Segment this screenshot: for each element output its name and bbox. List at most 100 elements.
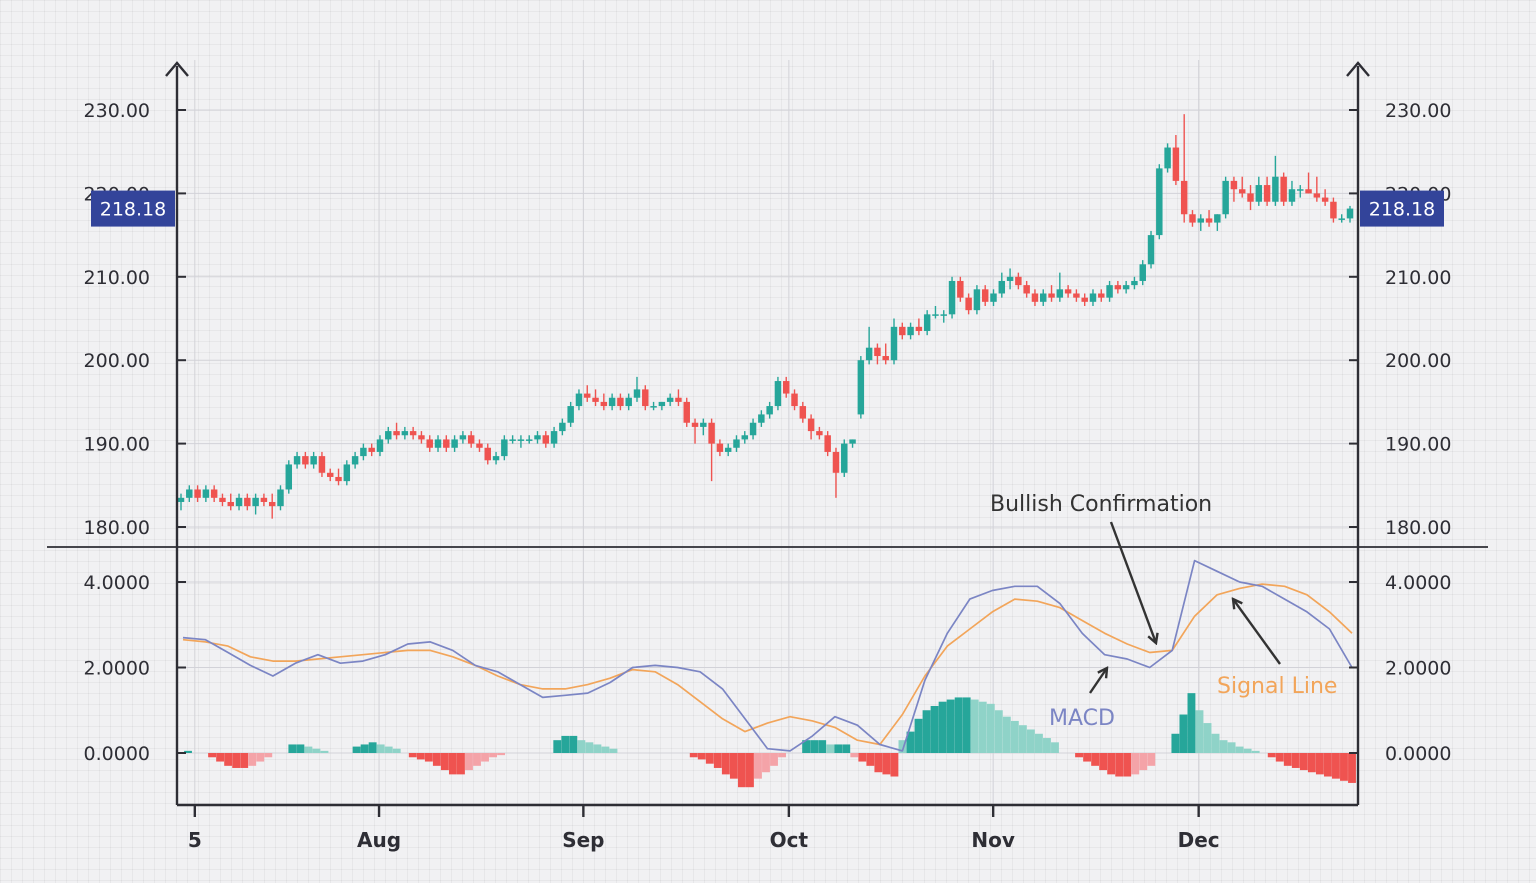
candle-body: [567, 406, 574, 423]
y-tick-label-right: 230.00: [1385, 100, 1451, 122]
histogram-bar: [1307, 753, 1316, 773]
candle-body: [1131, 280, 1138, 286]
histogram-bar: [1332, 753, 1340, 779]
y-tick-label-left: 180.00: [84, 517, 150, 539]
histogram-bar: [473, 753, 481, 766]
candle-body: [418, 435, 425, 440]
candle-body: [343, 464, 351, 482]
histogram-bar: [288, 744, 297, 753]
histogram-bar: [729, 753, 738, 779]
histogram-bar: [1275, 753, 1284, 762]
candle-body: [467, 435, 475, 444]
histogram-bar: [1107, 753, 1116, 775]
macd-arrow: [1089, 668, 1107, 694]
histogram-bar: [224, 753, 233, 766]
candle-body: [841, 443, 848, 473]
candle-body: [476, 443, 483, 448]
histogram-bar: [352, 746, 361, 753]
histogram-bar: [745, 753, 754, 788]
signal-arrow: [1233, 599, 1281, 665]
candle-body: [525, 439, 533, 441]
left-axis-arrow: [165, 61, 189, 77]
candle-body: [401, 431, 409, 436]
histogram-bar: [962, 697, 971, 753]
candle-body: [1006, 276, 1014, 281]
candle-body: [376, 439, 384, 452]
histogram-bar: [392, 748, 401, 753]
candle-body: [708, 422, 715, 444]
candle-body: [268, 501, 276, 507]
candle-body: [774, 381, 782, 407]
axes: [47, 61, 1488, 807]
y-tick-label-right: 180.00: [1385, 517, 1451, 539]
histogram-bar: [994, 710, 1003, 753]
histogram-bar: [232, 753, 241, 768]
histogram-bar: [497, 753, 506, 756]
macd-histogram: [184, 693, 1356, 788]
histogram-bar: [721, 753, 730, 775]
y-tick-label-right: 210.00: [1385, 267, 1451, 289]
candle-body: [724, 447, 732, 452]
candle-body: [1156, 168, 1163, 236]
histogram-bar: [384, 746, 393, 753]
candle-body: [1189, 214, 1196, 223]
histogram-bar: [834, 744, 843, 753]
bullish-arrow: [1109, 521, 1156, 643]
histogram-bar: [1323, 753, 1332, 777]
candle-body: [459, 435, 467, 440]
y-tick-label-right: 200.00: [1385, 350, 1451, 372]
candle-body: [194, 489, 201, 498]
candle-body: [393, 431, 400, 436]
candle-body: [1321, 197, 1329, 202]
candle-body: [990, 293, 997, 302]
histogram-bar: [256, 753, 265, 762]
candle-body: [210, 489, 218, 498]
candle-body: [1073, 293, 1080, 298]
histogram-bar: [954, 697, 963, 753]
candle-body: [1098, 293, 1105, 298]
candle-body: [658, 401, 666, 407]
candle-body: [426, 439, 433, 448]
histogram-bar: [1227, 742, 1236, 753]
candle-body: [1338, 218, 1345, 220]
histogram-bar: [1099, 753, 1108, 771]
candle-body: [1297, 189, 1304, 191]
histogram-bar: [1139, 753, 1148, 771]
histogram-bar: [609, 748, 618, 753]
histogram-bar: [440, 753, 449, 771]
macd-lines: [182, 559, 1353, 752]
candle-body: [277, 489, 284, 507]
candle-body: [409, 431, 417, 436]
candle-body: [981, 289, 989, 302]
candle-body: [1346, 208, 1354, 219]
candle-body: [824, 435, 831, 452]
candle-body: [592, 397, 599, 402]
histogram-bar: [890, 753, 899, 777]
histogram-bar: [601, 746, 610, 753]
histogram-bar: [1171, 733, 1180, 753]
histogram-bar: [432, 753, 441, 766]
histogram-bar: [1348, 753, 1356, 783]
histogram-bar: [1010, 720, 1019, 753]
price-badge-left: 218.18: [91, 190, 175, 227]
candle-body: [1023, 285, 1030, 294]
candle-body: [766, 406, 773, 415]
candle-body: [351, 456, 359, 465]
candle-body: [293, 456, 301, 465]
histogram-bar: [1291, 753, 1300, 768]
candle-body: [617, 397, 624, 407]
candle-body: [998, 280, 1006, 294]
x-tick-label: Aug: [357, 828, 401, 852]
badge-bg: [1360, 190, 1444, 227]
candle-body: [733, 439, 740, 448]
histogram-bar: [826, 744, 835, 753]
candle-body: [890, 326, 898, 361]
candle-body: [1056, 289, 1064, 298]
candle-body: [451, 439, 458, 448]
candle-body: [608, 397, 616, 407]
candle-body: [501, 439, 508, 457]
candle-body: [741, 435, 749, 440]
histogram-bar: [1115, 753, 1124, 777]
histogram-bar: [553, 740, 562, 753]
macd-tick-label-left: 0.0000: [84, 743, 150, 765]
